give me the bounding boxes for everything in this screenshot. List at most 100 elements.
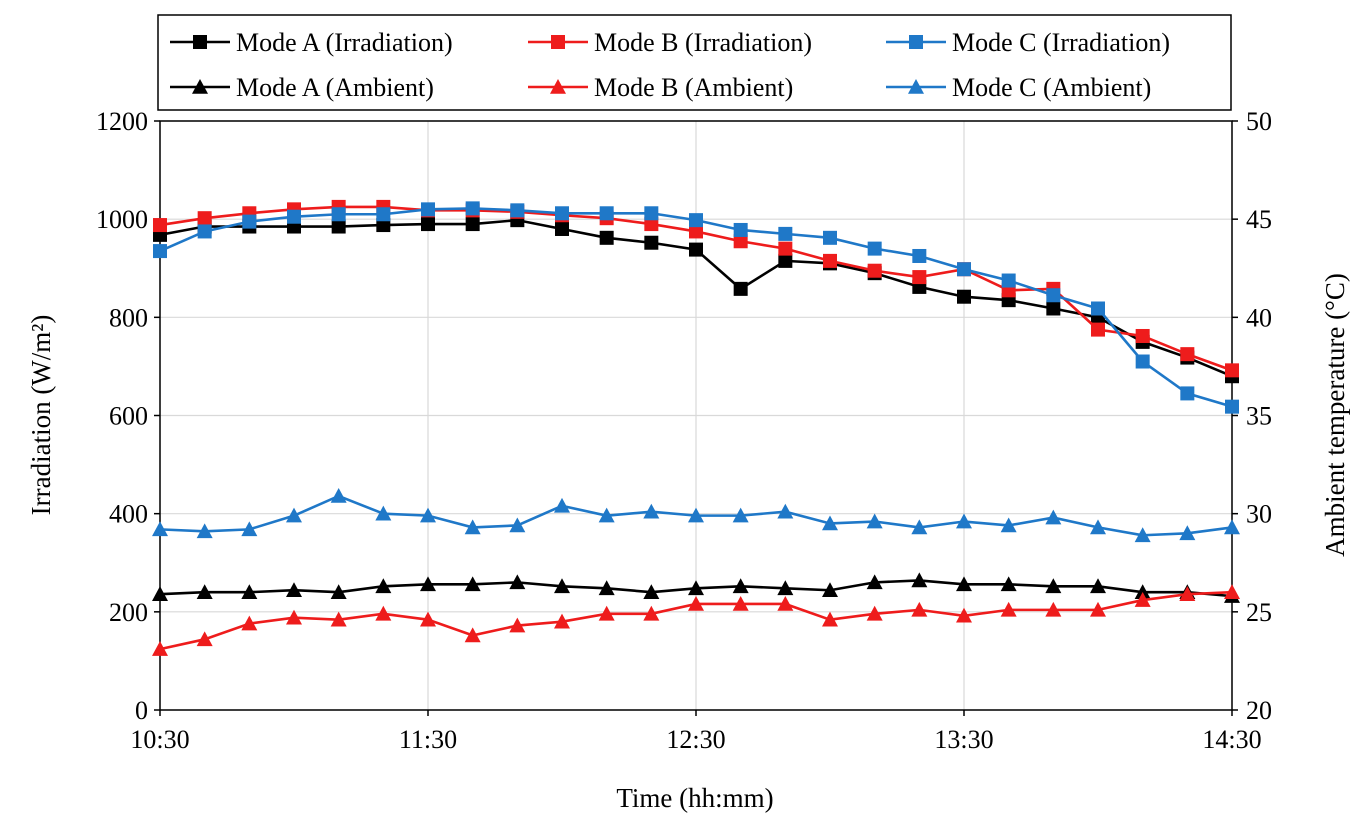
data-point: [1090, 519, 1106, 535]
data-point: [643, 503, 660, 519]
data-point: [866, 513, 883, 529]
data-point: [956, 576, 972, 592]
data-point: [1091, 322, 1105, 337]
y-left-tick-label: 0: [135, 696, 148, 725]
data-point: [241, 584, 258, 599]
data-point: [823, 230, 837, 245]
data-point: [912, 270, 927, 285]
data-point: [152, 586, 168, 601]
data-point: [464, 519, 481, 535]
legend-entry: Mode A (Ambient): [170, 73, 434, 102]
data-point: [777, 503, 794, 519]
legend-label: Mode B (Ambient): [594, 73, 793, 102]
data-point: [1045, 578, 1062, 594]
data-point: [286, 609, 302, 625]
data-point: [733, 234, 748, 249]
x-tick-label: 13:30: [934, 725, 993, 754]
data-point: [598, 605, 615, 621]
data-point: [375, 505, 392, 521]
data-point: [465, 201, 480, 216]
data-point: [197, 211, 212, 226]
data-point: [1045, 509, 1062, 525]
data-point: [152, 521, 168, 537]
data-point: [1090, 578, 1106, 594]
x-tick-label: 11:30: [399, 725, 457, 754]
data-point: [1180, 386, 1195, 401]
x-axis-title: Time (hh:mm): [616, 783, 773, 813]
data-point: [644, 235, 659, 250]
data-point: [778, 226, 793, 241]
y-axis-left-title: Irradiation (W/m²): [26, 315, 56, 516]
series-layer: [152, 199, 1240, 656]
data-point: [375, 605, 392, 621]
data-point: [196, 523, 213, 539]
data-point: [420, 611, 436, 627]
data-point: [1135, 328, 1150, 343]
legend-entry: Mode C (Irradiation): [886, 28, 1170, 57]
x-tick-label: 12:30: [666, 725, 725, 754]
data-point: [912, 248, 927, 263]
data-point: [689, 224, 703, 239]
data-point: [732, 595, 749, 611]
data-point: [286, 507, 302, 523]
data-point: [330, 611, 347, 627]
data-point: [1045, 601, 1062, 617]
legend-entry: Mode C (Ambient): [886, 73, 1151, 102]
data-point: [465, 217, 480, 232]
data-point: [823, 253, 837, 268]
y-right-tick-label: 25: [1246, 598, 1272, 627]
data-point: [957, 262, 971, 277]
data-point: [1000, 601, 1017, 617]
data-point: [1134, 527, 1151, 543]
legend: Mode A (Irradiation) Mode B (Irradiation)…: [157, 14, 1232, 111]
legend-entry: Mode B (Irradiation): [528, 28, 812, 57]
data-point: [464, 627, 481, 643]
data-point: [1224, 519, 1240, 535]
data-point: [509, 517, 526, 533]
data-point: [1046, 301, 1061, 316]
series-mode-b-ambient: [152, 584, 1240, 656]
data-point: [778, 253, 793, 268]
data-point: [1091, 301, 1105, 316]
data-point: [911, 572, 928, 588]
data-point: [420, 576, 436, 592]
data-point: [376, 207, 391, 222]
data-point: [777, 580, 794, 596]
data-point: [197, 224, 212, 239]
data-point: [866, 605, 883, 621]
data-point: [330, 584, 347, 599]
data-point: [956, 513, 972, 529]
data-point: [196, 631, 213, 647]
legend-label: Mode B (Irradiation): [594, 28, 812, 57]
data-point: [644, 206, 659, 221]
data-point: [733, 281, 748, 296]
data-point: [867, 263, 882, 278]
data-point: [1090, 601, 1106, 617]
data-point: [1135, 354, 1150, 369]
data-point: [153, 244, 167, 259]
data-point: [643, 605, 660, 621]
data-point: [599, 206, 614, 221]
data-point: [1134, 592, 1151, 607]
legend-triangle-marker: [550, 79, 566, 94]
y-left-tick-label: 1000: [96, 205, 148, 234]
data-point: [1225, 399, 1239, 414]
y-axis-right-title: Ambient temperature (°C): [1320, 273, 1350, 557]
y-left-tick-label: 200: [109, 598, 148, 627]
legend-square-marker: [909, 35, 923, 49]
data-point: [510, 203, 525, 218]
series-mode-c-ambient: [152, 487, 1240, 543]
legend-label: Mode C (Irradiation): [952, 28, 1170, 57]
data-point: [509, 617, 526, 633]
tick-labels: 0 200 400 600 800 1000 1200 20 25 30 35 40 45 50 10:30…: [96, 107, 1272, 754]
data-point: [1180, 347, 1195, 362]
data-point: [599, 230, 614, 245]
y-right-tick-label: 45: [1246, 205, 1272, 234]
y-right-tick-label: 40: [1246, 303, 1272, 332]
legend-label: Mode A (Ambient): [236, 73, 434, 102]
data-point: [688, 507, 704, 523]
data-point: [1000, 517, 1017, 533]
data-point: [1224, 584, 1240, 599]
data-point: [421, 202, 435, 217]
y-left-tick-label: 400: [109, 500, 148, 529]
